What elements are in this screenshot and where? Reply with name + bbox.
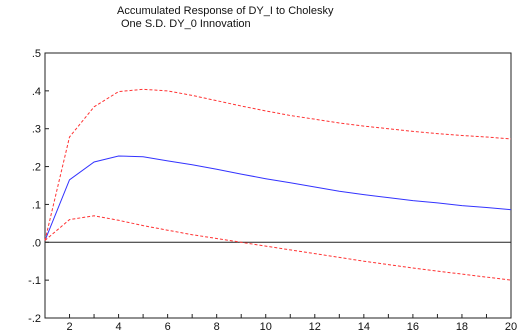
chart-title-line-1: Accumulated Response of DY_I to Cholesky xyxy=(117,5,334,17)
series-line-lower-band xyxy=(44,215,512,281)
x-axis: 2 4 6 8 10 12 14 16 18 20 xyxy=(44,314,517,333)
x-tick-label: 20 xyxy=(505,321,517,333)
y-tick-label: .3 xyxy=(32,124,41,136)
x-tick-label: 16 xyxy=(407,321,419,333)
y-tick-label: .0 xyxy=(32,237,41,249)
y-tick-label: -.2 xyxy=(28,313,41,325)
y-axis: .5 .4 .3 .2 .1 .0 -.1 -.2 xyxy=(28,48,49,325)
series-layer xyxy=(44,88,512,281)
x-tick-label: 14 xyxy=(358,321,370,333)
y-tick-label: .5 xyxy=(32,48,41,60)
x-tick-label: 2 xyxy=(66,321,72,333)
y-tick-label: -.1 xyxy=(28,275,41,287)
x-tick-label: 12 xyxy=(309,321,321,333)
x-tick-label: 4 xyxy=(116,321,122,333)
plot-frame xyxy=(44,52,512,319)
x-tick-label: 10 xyxy=(260,321,272,333)
x-tick-label: 8 xyxy=(214,321,220,333)
y-tick-label: .2 xyxy=(32,162,41,174)
x-tick-label: 18 xyxy=(456,321,468,333)
chart-title-line-2: One S.D. DY_0 Innovation xyxy=(121,18,251,30)
y-tick-label: .1 xyxy=(32,199,41,211)
series-line-response xyxy=(44,155,512,241)
x-tick-label: 6 xyxy=(165,321,171,333)
y-tick-label: .4 xyxy=(32,86,41,98)
series-line-upper-band xyxy=(44,88,512,241)
